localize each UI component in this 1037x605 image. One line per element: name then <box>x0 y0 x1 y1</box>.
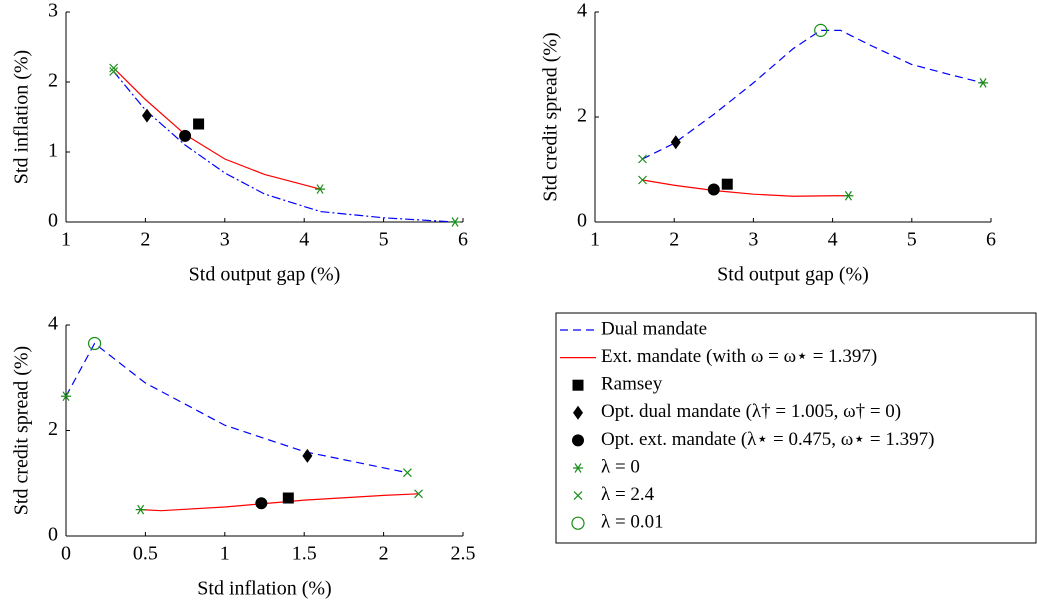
series-line <box>642 179 849 197</box>
x-tick-label: 1.5 <box>292 543 317 565</box>
y-axis-label: Std credit spread (%) <box>11 346 33 515</box>
legend-label: Ext. mandate (with ω = ω⋆ = 1.397) <box>601 346 877 367</box>
marker <box>255 497 268 510</box>
marker <box>573 491 583 501</box>
x-axis-label: Std inflation (%) <box>197 578 331 600</box>
legend-label: Opt. dual mandate (λ† = 1.005, ω† = 0) <box>601 401 901 422</box>
legend-label: λ = 0 <box>601 456 640 477</box>
series-line <box>140 493 419 512</box>
legend-label: Ramsey <box>601 374 663 395</box>
y-tick-label: 2 <box>577 105 587 127</box>
marker <box>141 108 152 123</box>
marker <box>571 516 585 530</box>
x-tick-label: 1 <box>590 229 600 251</box>
marker <box>670 135 681 150</box>
marker <box>721 178 733 190</box>
y-tick-label: 4 <box>577 0 587 22</box>
marker <box>450 217 461 227</box>
series-line <box>642 29 984 160</box>
marker <box>302 448 313 463</box>
y-tick-label: 0 <box>48 524 58 546</box>
y-tick-label: 4 <box>48 313 58 335</box>
marker <box>573 463 583 473</box>
x-tick-label: 0.5 <box>133 543 158 565</box>
y-tick-label: 0 <box>577 210 587 232</box>
marker <box>843 190 854 201</box>
x-tick-label: 0 <box>61 543 71 565</box>
marker <box>572 434 584 447</box>
series-line <box>113 71 456 223</box>
marker <box>179 129 192 142</box>
marker <box>315 184 326 194</box>
marker <box>814 23 828 37</box>
x-tick-label: 2 <box>379 543 389 565</box>
marker <box>193 118 205 130</box>
series-line <box>65 342 408 474</box>
x-tick-label: 3 <box>748 229 758 251</box>
x-tick-label: 5 <box>907 229 917 251</box>
legend-box <box>555 312 1037 544</box>
marker <box>707 183 720 196</box>
legend-label: Dual mandate <box>601 318 707 339</box>
marker <box>414 489 423 499</box>
y-tick-label: 0 <box>48 210 58 232</box>
marker <box>135 504 146 515</box>
marker <box>572 379 584 391</box>
x-tick-label: 1 <box>220 543 230 565</box>
x-tick-label: 1 <box>61 229 71 251</box>
x-tick-label: 4 <box>828 229 838 251</box>
x-tick-label: 5 <box>379 229 389 251</box>
series-line <box>113 67 321 190</box>
marker <box>978 78 989 88</box>
y-tick-label: 3 <box>48 0 58 22</box>
marker <box>638 175 647 185</box>
y-tick-label: 1 <box>48 140 58 162</box>
y-axis-label: Std inflation (%) <box>11 50 33 184</box>
marker <box>61 391 71 402</box>
y-axis-label: Std credit spread (%) <box>540 32 562 201</box>
x-tick-label: 2 <box>669 229 679 251</box>
marker <box>109 63 119 73</box>
marker <box>402 468 412 478</box>
x-tick-label: 3 <box>220 229 230 251</box>
marker <box>282 492 294 504</box>
marker <box>109 67 119 76</box>
x-axis-label: Std output gap (%) <box>189 264 341 286</box>
x-axis-label: Std output gap (%) <box>717 264 869 286</box>
x-tick-label: 2 <box>140 229 150 251</box>
legend-label: λ = 2.4 <box>601 484 655 505</box>
x-tick-label: 4 <box>299 229 309 251</box>
y-tick-label: 2 <box>48 418 58 440</box>
y-tick-label: 2 <box>48 70 58 92</box>
marker <box>638 154 647 164</box>
marker <box>87 336 102 351</box>
legend-label: Opt. ext. mandate (λ⋆ = 0.475, ω⋆ = 1.39… <box>601 429 934 450</box>
legend-label: λ = 0.01 <box>601 512 664 533</box>
x-tick-label: 2.5 <box>451 543 476 565</box>
x-tick-label: 6 <box>458 229 468 251</box>
x-tick-label: 6 <box>986 229 996 251</box>
marker <box>573 405 583 420</box>
